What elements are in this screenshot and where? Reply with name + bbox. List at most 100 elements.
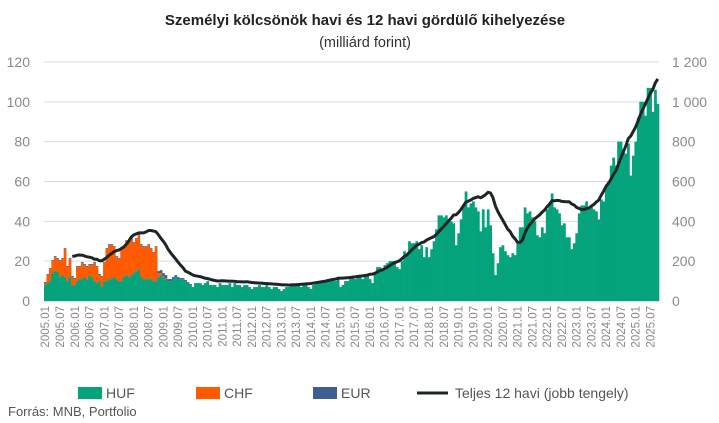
bar-huf bbox=[612, 157, 616, 301]
bar-huf bbox=[120, 281, 124, 301]
x-tick-label: 2018.01 bbox=[424, 306, 436, 348]
bar-huf bbox=[125, 275, 128, 301]
bar-huf bbox=[135, 271, 138, 301]
x-tick-label: 2011.07 bbox=[232, 306, 244, 347]
bar-huf bbox=[523, 207, 527, 301]
bar-eur bbox=[105, 248, 109, 250]
y-right-tick-label: 1 000 bbox=[672, 94, 707, 110]
bar-huf bbox=[528, 211, 532, 301]
bar-huf bbox=[122, 277, 126, 301]
bar-huf bbox=[63, 277, 67, 301]
bar-huf bbox=[317, 283, 320, 301]
bar-huf bbox=[211, 285, 215, 301]
x-tick-label: 2017.07 bbox=[409, 306, 421, 348]
source-note: Forrás: MNB, Portfolio bbox=[8, 404, 137, 419]
bar-huf bbox=[326, 279, 330, 301]
y-right-tick-label: 800 bbox=[672, 134, 696, 150]
bar-huf bbox=[213, 285, 217, 301]
bar-huf bbox=[388, 261, 392, 301]
bar-huf bbox=[619, 141, 623, 301]
y-right-tick-label: 1 200 bbox=[672, 54, 707, 70]
y-right-tick-label: 0 bbox=[672, 293, 680, 309]
bar-huf bbox=[208, 285, 212, 301]
bar-chf bbox=[132, 243, 136, 274]
bar-huf bbox=[56, 271, 60, 301]
legend-label-eur: EUR bbox=[341, 385, 371, 401]
y-left-tick-label: 120 bbox=[7, 54, 31, 70]
bar-huf bbox=[253, 287, 256, 301]
legend-swatch-chf bbox=[196, 387, 220, 399]
chart-subtitle: (milliárd forint) bbox=[319, 35, 411, 51]
bar-huf bbox=[491, 253, 495, 301]
bar-eur bbox=[53, 256, 57, 258]
bar-huf bbox=[71, 285, 74, 301]
bar-eur bbox=[100, 276, 104, 278]
bar-chf bbox=[122, 247, 126, 278]
bar-huf bbox=[459, 219, 463, 301]
bar-huf bbox=[46, 283, 50, 301]
bar-chf bbox=[164, 278, 168, 280]
bar-huf bbox=[405, 253, 409, 301]
bar-eur bbox=[80, 262, 84, 264]
x-tick-label: 2017.01 bbox=[395, 306, 407, 348]
bar-chf bbox=[149, 249, 153, 280]
x-tick-label: 2007.01 bbox=[99, 306, 111, 348]
bar-eur bbox=[176, 277, 180, 280]
bar-huf bbox=[48, 281, 52, 301]
bar-huf bbox=[435, 229, 438, 301]
bar-huf bbox=[390, 261, 394, 301]
bar-huf bbox=[115, 279, 119, 301]
bar-huf bbox=[513, 255, 517, 301]
bar-huf bbox=[398, 269, 401, 301]
bar-chf bbox=[61, 259, 64, 276]
bar-huf bbox=[545, 209, 549, 301]
bar-huf bbox=[334, 281, 338, 301]
bar-huf bbox=[167, 281, 170, 301]
bar-eur bbox=[68, 258, 72, 260]
x-tick-label: 2024.01 bbox=[601, 306, 613, 348]
bar-chf bbox=[157, 273, 160, 278]
bar-eur bbox=[117, 258, 121, 260]
bar-huf bbox=[550, 193, 554, 301]
bar-huf bbox=[349, 279, 352, 301]
bar-chf bbox=[66, 267, 69, 282]
bar-huf bbox=[496, 263, 500, 301]
bar-huf bbox=[649, 87, 652, 302]
bar-eur bbox=[103, 262, 106, 264]
bar-chf bbox=[63, 249, 67, 278]
bar-chf bbox=[135, 239, 138, 272]
bar-huf bbox=[599, 199, 603, 301]
x-tick-label: 2014.01 bbox=[306, 306, 318, 348]
bar-huf bbox=[476, 211, 480, 301]
bar-huf bbox=[430, 249, 433, 301]
bar-chf bbox=[93, 263, 96, 282]
bar-eur bbox=[171, 277, 175, 280]
bar-huf bbox=[474, 207, 478, 301]
bar-eur bbox=[159, 270, 163, 274]
bar-chf bbox=[152, 253, 155, 282]
x-tick-label: 2019.01 bbox=[454, 306, 466, 348]
bar-chf bbox=[51, 261, 55, 274]
bar-chf bbox=[80, 263, 84, 280]
bar-huf bbox=[149, 279, 153, 301]
bar-chf bbox=[75, 267, 79, 282]
bar-huf bbox=[98, 281, 101, 301]
bar-chf bbox=[71, 277, 74, 286]
legend-label-huf: HUF bbox=[106, 385, 135, 401]
bar-huf bbox=[444, 215, 448, 301]
bar-chf bbox=[115, 257, 119, 280]
bar-huf bbox=[590, 205, 593, 301]
bar-huf bbox=[521, 227, 524, 301]
bar-huf bbox=[526, 213, 529, 301]
bar-huf bbox=[595, 211, 598, 301]
bar-huf bbox=[378, 267, 382, 301]
legend: HUF CHF EUR Teljes 12 havi (jobb tengely… bbox=[78, 385, 629, 401]
bar-huf bbox=[280, 291, 283, 301]
bar-huf bbox=[181, 279, 185, 301]
bar-huf bbox=[132, 273, 136, 301]
x-tick-label: 2008.07 bbox=[144, 306, 156, 348]
bar-huf bbox=[157, 277, 160, 301]
bar-huf bbox=[294, 285, 298, 301]
bar-huf bbox=[449, 221, 453, 301]
